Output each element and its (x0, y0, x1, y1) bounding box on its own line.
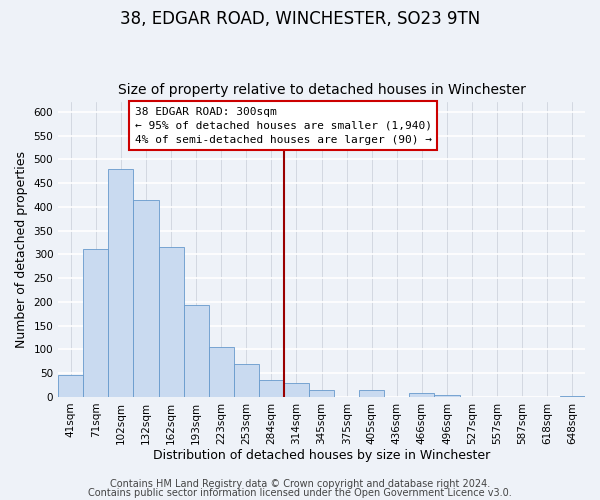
Y-axis label: Number of detached properties: Number of detached properties (15, 151, 28, 348)
Bar (234, 364, 259, 397)
Bar (83, 249, 109, 397)
Bar (133, 200, 158, 397)
Bar (158, 248, 184, 397)
Title: Size of property relative to detached houses in Winchester: Size of property relative to detached ho… (118, 83, 526, 97)
Text: 38, EDGAR ROAD, WINCHESTER, SO23 9TN: 38, EDGAR ROAD, WINCHESTER, SO23 9TN (120, 10, 480, 28)
Bar (184, 305, 209, 397)
Bar (58, 375, 83, 397)
Bar (359, 390, 385, 397)
Bar (560, 396, 585, 397)
Bar (284, 382, 309, 397)
Text: 38 EDGAR ROAD: 300sqm
← 95% of detached houses are smaller (1,940)
4% of semi-de: 38 EDGAR ROAD: 300sqm ← 95% of detached … (134, 107, 431, 145)
Bar (109, 169, 133, 397)
Bar (209, 347, 234, 397)
Text: Contains public sector information licensed under the Open Government Licence v3: Contains public sector information licen… (88, 488, 512, 498)
X-axis label: Distribution of detached houses by size in Winchester: Distribution of detached houses by size … (153, 450, 490, 462)
Bar (259, 380, 284, 397)
Bar (409, 392, 434, 397)
Bar (309, 390, 334, 397)
Bar (434, 394, 460, 397)
Text: Contains HM Land Registry data © Crown copyright and database right 2024.: Contains HM Land Registry data © Crown c… (110, 479, 490, 489)
